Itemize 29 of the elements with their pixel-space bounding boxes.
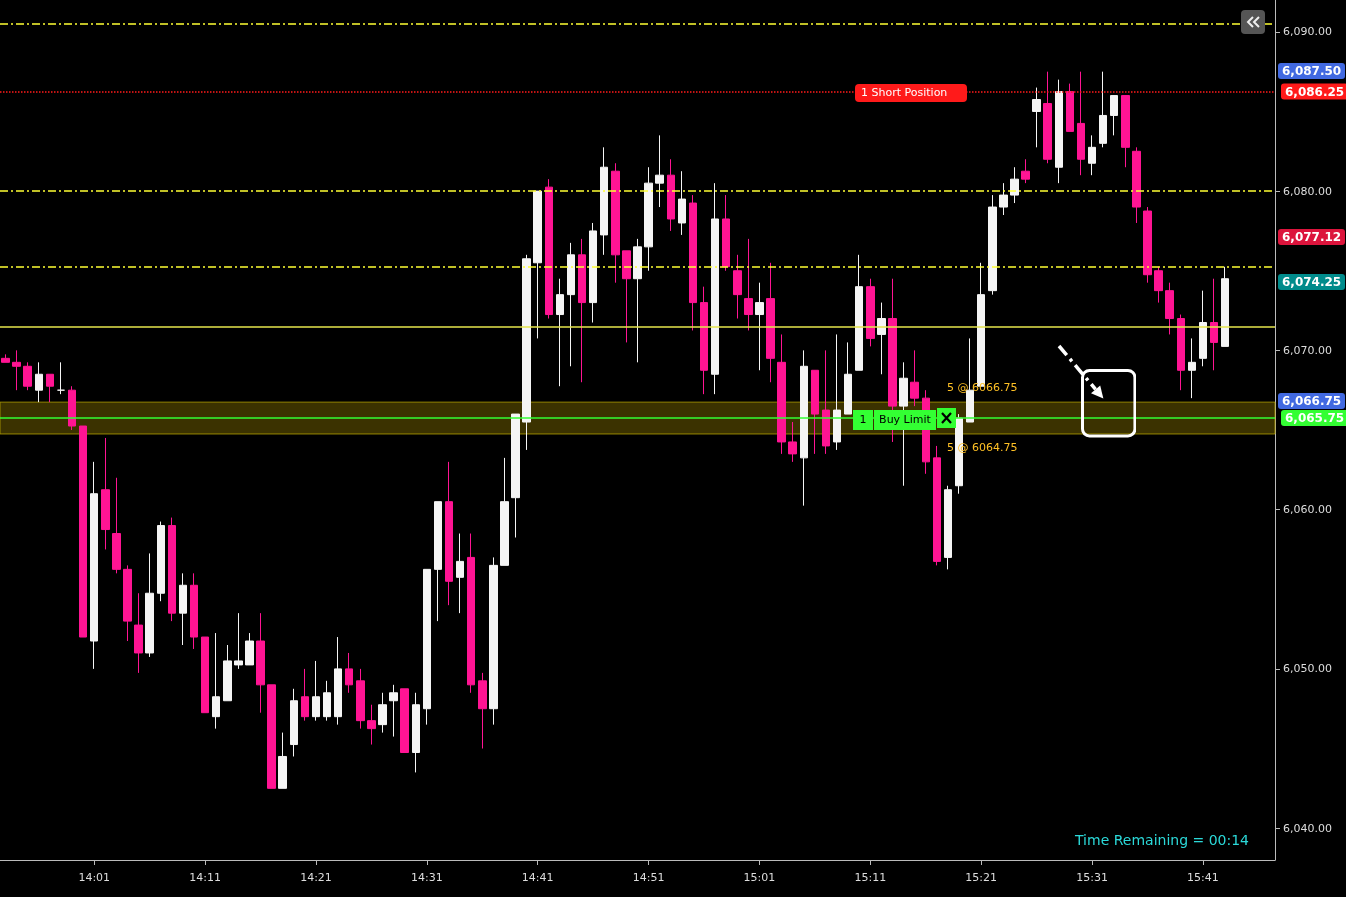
y-tick-label: 6,060.00: [1283, 503, 1332, 517]
y-tick-label: 6,070.00: [1283, 343, 1332, 357]
ref-line-label: 6,065.75: [1285, 411, 1345, 426]
ref-line-label: 6,086.25: [1285, 84, 1345, 99]
y-tick-label: 6,040.00: [1283, 821, 1332, 835]
annotation: 5 @ 6064.75: [947, 439, 1018, 456]
y-tick-label: 6,050.00: [1283, 662, 1332, 676]
y-tick-label: 6,090.00: [1283, 25, 1332, 39]
annotation: 1: [853, 410, 873, 431]
x-tick-label: 15:31: [1076, 871, 1108, 884]
x-tick-label: 14:51: [632, 871, 665, 884]
text: 6,077.12: [1278, 229, 1346, 245]
text: 6,066.75: [1278, 393, 1346, 409]
x-tick-label: 15:41: [1187, 871, 1219, 884]
x-tick-label: 14:31: [411, 871, 443, 884]
x-tick-label: 15:21: [965, 871, 998, 884]
annotation: Buy Limit: [874, 410, 936, 431]
annotation: 1 Short Position: [855, 83, 967, 102]
text: 6,074.25: [1278, 274, 1346, 290]
text: 6,087.50: [1278, 63, 1346, 79]
annotation: Time Remaining = 00:14: [1075, 832, 1250, 848]
annotation: 5 @ 6066.75: [947, 380, 1018, 397]
x-tick-label: 14:01: [78, 871, 111, 884]
y-tick-label: 6,080.00: [1283, 184, 1332, 198]
x-tick-label: 14:41: [521, 871, 554, 884]
x-tick-label: 15:11: [854, 871, 887, 884]
x-tick-label: 14:21: [300, 871, 332, 884]
x-tick-label: 14:11: [189, 871, 221, 884]
x-tick-label: 15:01: [743, 871, 776, 884]
